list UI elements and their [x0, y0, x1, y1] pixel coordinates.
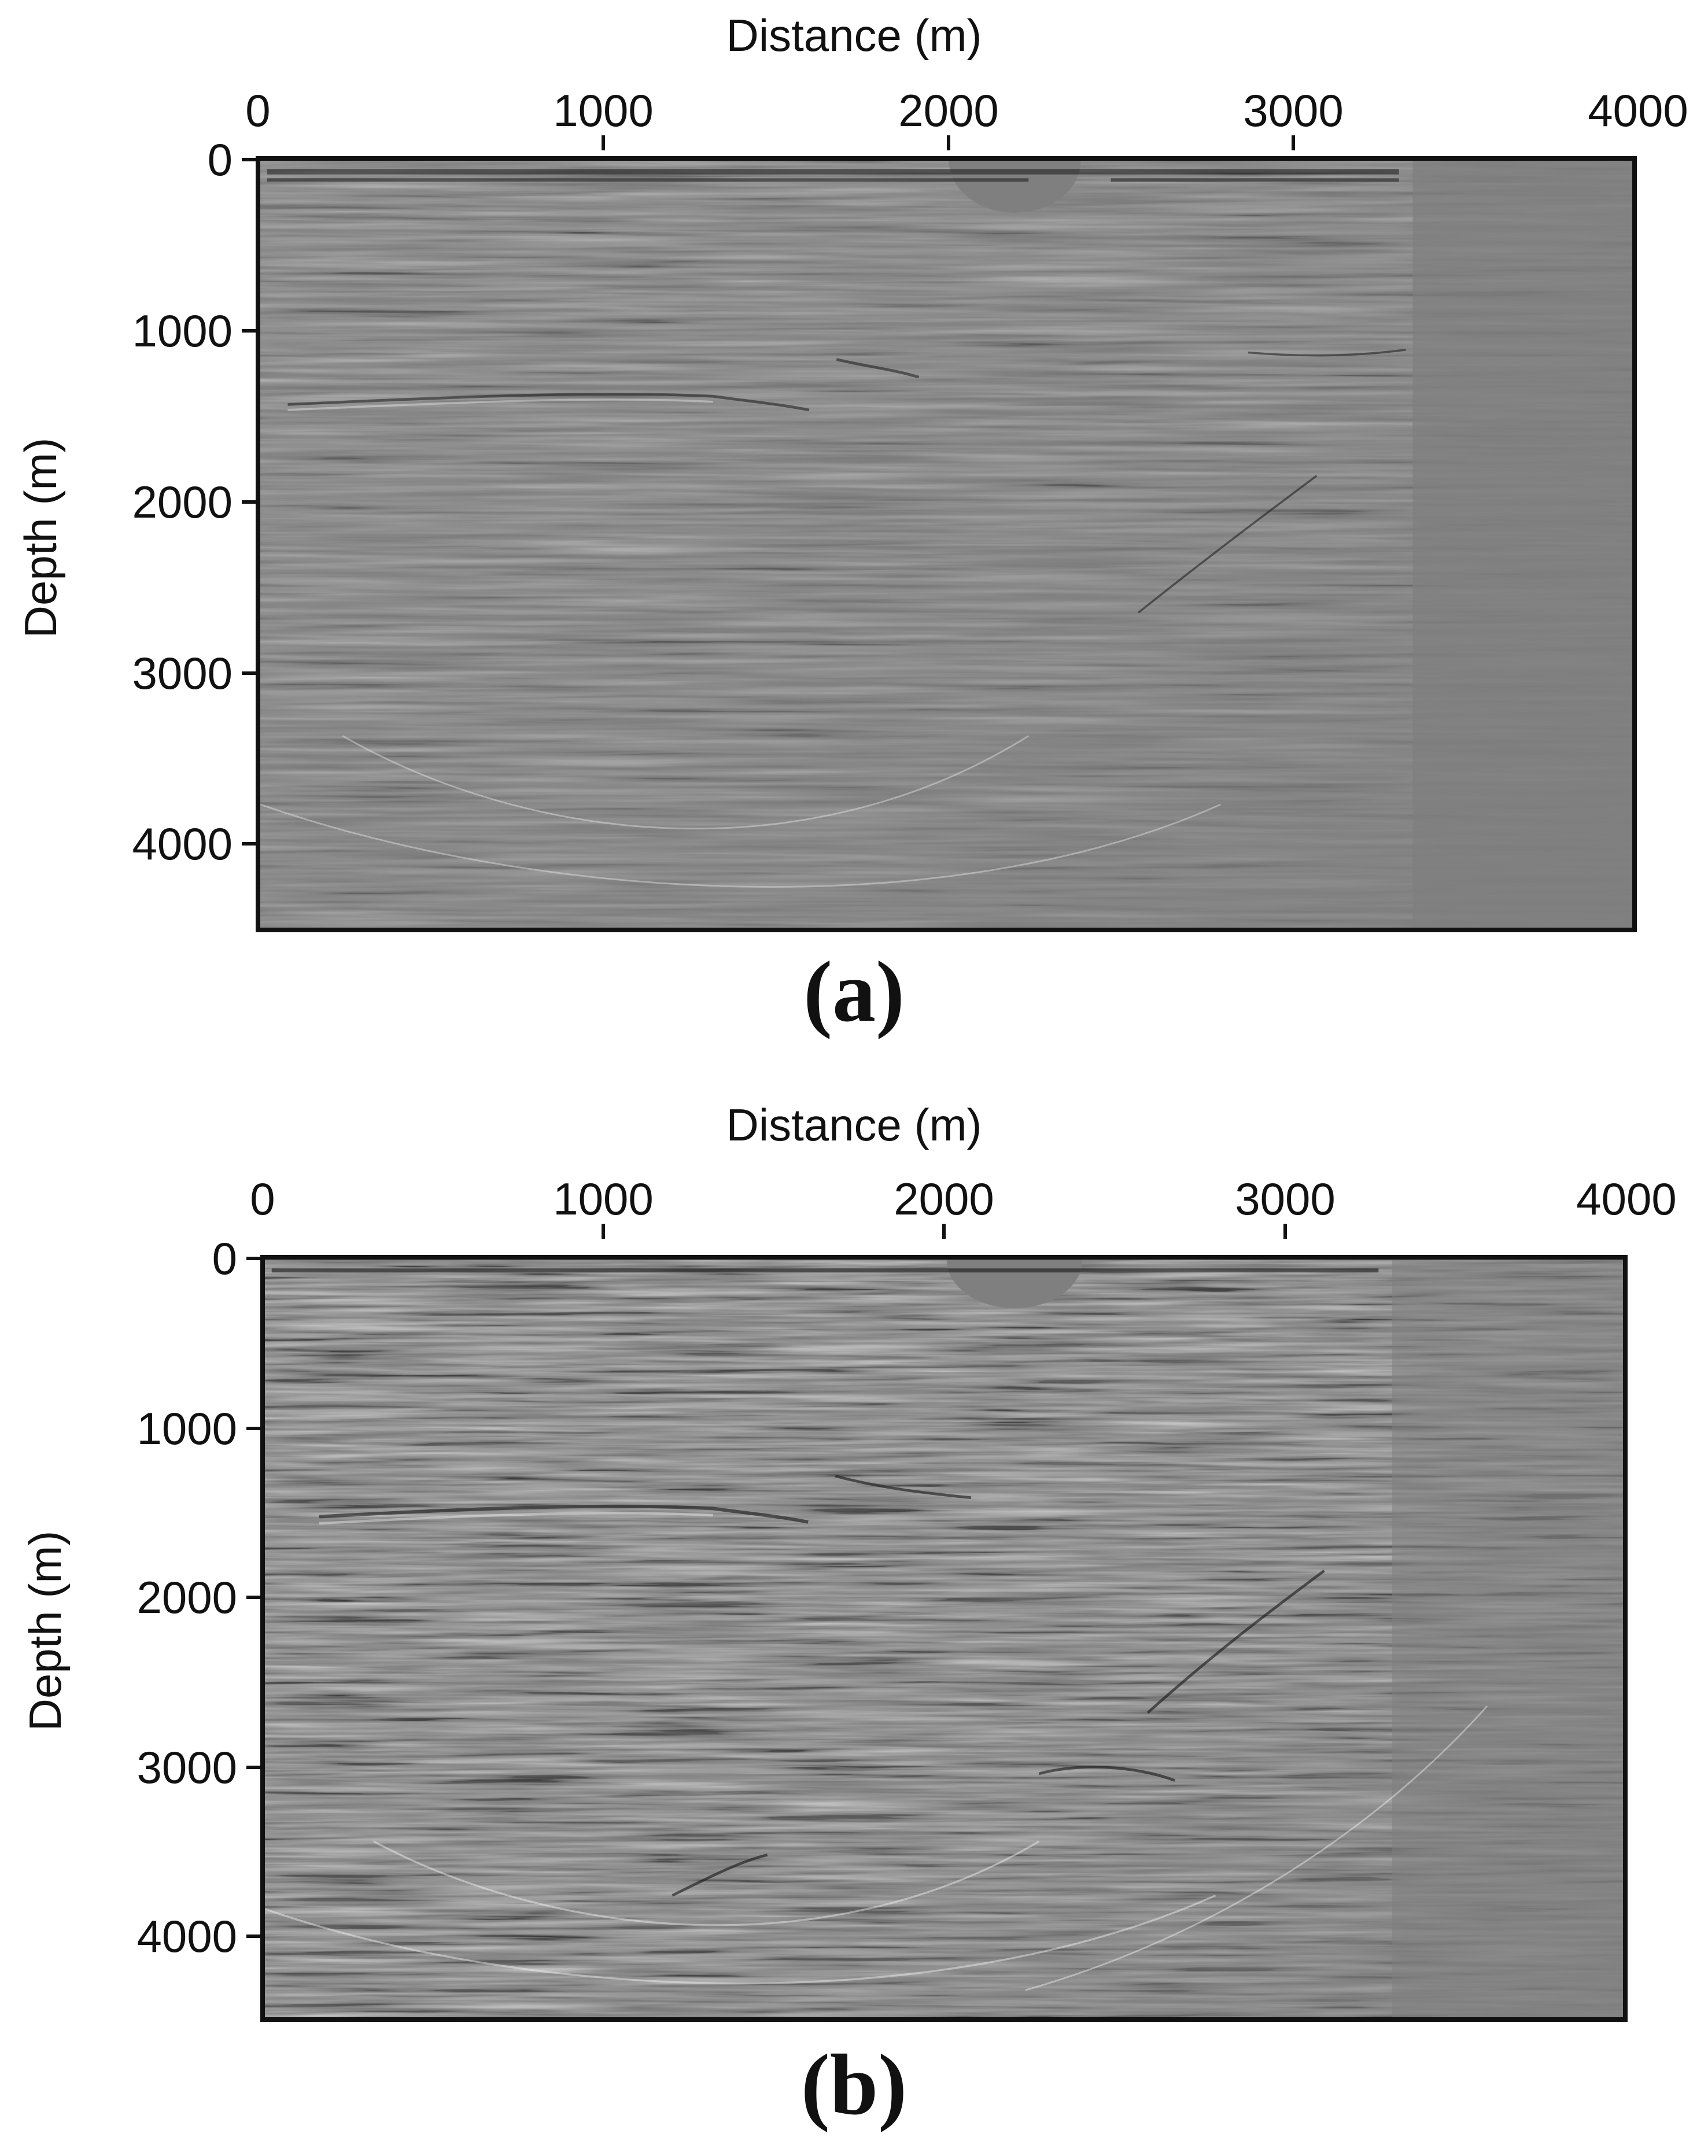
- y-axis-label: Depth (m): [20, 1530, 71, 1732]
- seismic-image: [256, 156, 1637, 932]
- x-tick-label: 1000: [553, 1173, 654, 1224]
- y-tick-label: 4000: [137, 1911, 237, 1962]
- x-tick-mark: [602, 1224, 605, 1239]
- x-tick-mark: [942, 1224, 946, 1239]
- y-tick-mark: [246, 1935, 261, 1938]
- x-axis-label: Distance (m): [726, 1099, 982, 1150]
- panel-a: Distance (m) Depth (m) 0 1000 2000 3000 …: [15, 10, 1688, 1040]
- panel-caption: (a): [803, 944, 905, 1040]
- panel-caption: (b): [800, 2037, 908, 2133]
- panel-b: Distance (m) Depth (m) 0 1000 2000 3000 …: [0, 1078, 1708, 2156]
- y-axis-label: Depth (m): [15, 437, 66, 638]
- x-axis-label: Distance (m): [726, 10, 982, 61]
- x-tick-mark: [1292, 135, 1295, 150]
- x-tick-mark: [602, 135, 605, 150]
- seismic-section: [265, 1260, 1623, 2017]
- y-tick-label: 0: [207, 134, 233, 185]
- x-tick-label: 2000: [898, 85, 999, 136]
- y-tick-mark: [246, 1596, 261, 1599]
- y-tick-mark: [242, 842, 257, 846]
- y-tick-mark: [246, 1257, 261, 1260]
- seismic-image: [260, 1255, 1628, 2022]
- y-tick-label: 3000: [137, 1742, 237, 1793]
- x-tick-label: 2000: [894, 1173, 994, 1224]
- y-tick-mark: [246, 1427, 261, 1430]
- x-tick-label: 0: [250, 1173, 275, 1224]
- y-tick-label: 1000: [132, 305, 233, 356]
- y-tick-label: 2000: [137, 1572, 237, 1623]
- y-tick-label: 1000: [137, 1403, 237, 1454]
- y-tick-mark: [242, 671, 257, 675]
- y-tick-label: 0: [212, 1233, 237, 1284]
- seismic-section: [260, 161, 1632, 928]
- x-tick-label: 4000: [1576, 1173, 1677, 1224]
- x-tick-label: 1000: [553, 85, 654, 136]
- x-tick-mark: [1283, 1224, 1287, 1239]
- y-tick-label: 3000: [132, 648, 233, 699]
- y-tick-mark: [246, 1766, 261, 1769]
- y-tick-mark: [242, 329, 257, 333]
- x-tick-label: 0: [245, 85, 271, 136]
- y-tick-label: 2000: [132, 477, 233, 527]
- x-tick-label: 3000: [1243, 85, 1344, 136]
- x-tick-label: 4000: [1588, 85, 1688, 136]
- y-tick-label: 4000: [132, 818, 233, 869]
- x-tick-mark: [947, 135, 950, 150]
- y-tick-mark: [242, 500, 257, 504]
- x-tick-label: 3000: [1235, 1173, 1336, 1224]
- y-tick-mark: [242, 158, 257, 161]
